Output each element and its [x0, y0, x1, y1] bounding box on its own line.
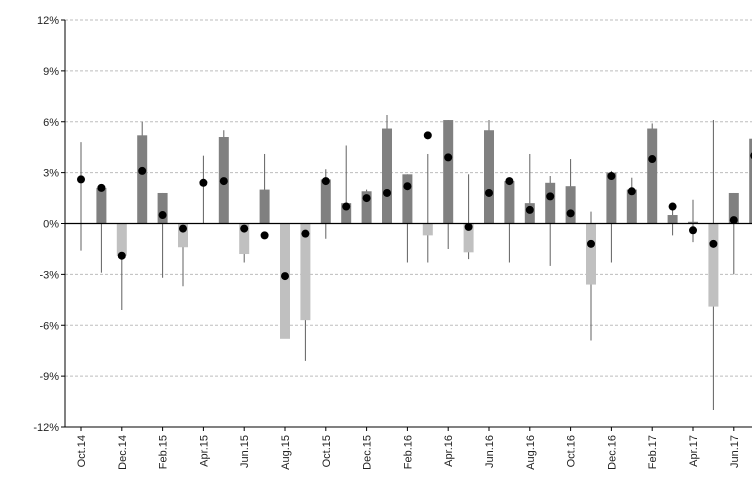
y-tick-label: 9% — [43, 66, 59, 78]
dot-marker — [199, 178, 208, 187]
dot-marker — [505, 177, 514, 186]
bar — [708, 223, 719, 307]
x-tick-label: Aug.15 — [280, 435, 292, 470]
dot-marker — [627, 187, 636, 196]
dot-marker — [423, 131, 432, 140]
x-tick-label: Apr.15 — [198, 435, 210, 467]
bar — [463, 223, 474, 253]
x-tick-label: Jun.17 — [729, 435, 741, 468]
x-tick-label: Dec.15 — [362, 435, 374, 470]
bar — [382, 128, 392, 224]
bar — [259, 189, 270, 224]
x-tick-label: Oct.14 — [76, 435, 88, 467]
bar — [586, 223, 596, 285]
dot-marker — [138, 166, 147, 175]
dot-marker — [729, 216, 738, 225]
dot-marker — [485, 188, 493, 197]
y-tick-label: 0% — [43, 219, 59, 231]
x-tick-label: Aug.16 — [525, 435, 537, 470]
bar — [280, 223, 290, 339]
dot-marker — [444, 153, 453, 162]
dot-marker — [321, 177, 330, 186]
y-tick-label: 6% — [43, 117, 59, 129]
bar — [96, 187, 107, 224]
bar — [626, 189, 637, 224]
x-tick-label: Jun.15 — [239, 435, 251, 468]
bar — [239, 223, 250, 255]
y-tick-label: -3% — [39, 269, 59, 281]
y-tick-label: 12% — [37, 15, 59, 27]
x-tick-label: Oct.16 — [566, 435, 578, 467]
dot-marker — [648, 155, 657, 164]
bar — [728, 192, 739, 224]
bars — [96, 120, 752, 339]
dot-marker — [607, 172, 616, 181]
bar — [504, 181, 515, 224]
dot-marker — [525, 205, 534, 214]
x-tick-label: Feb.17 — [647, 435, 659, 469]
dots — [77, 131, 752, 281]
bar — [667, 215, 678, 224]
bar — [443, 120, 454, 224]
bar — [341, 203, 352, 224]
y-tick-label: -9% — [39, 371, 59, 383]
x-tick-label: Oct.15 — [321, 435, 333, 467]
bar — [116, 223, 127, 256]
y-tick-label: -12% — [33, 422, 59, 434]
dot-marker — [587, 239, 595, 248]
bar — [402, 174, 413, 224]
dot-marker — [219, 177, 228, 186]
dot-marker — [77, 175, 85, 184]
x-tick-label: Apr.17 — [688, 435, 700, 467]
bar — [137, 135, 148, 224]
y-tick-label: -6% — [39, 320, 59, 332]
dot-marker — [546, 192, 555, 201]
y-tick-label: 3% — [43, 168, 59, 180]
dot-marker — [403, 182, 412, 191]
dot-marker — [158, 211, 167, 220]
bar — [606, 172, 617, 224]
bar — [320, 179, 331, 224]
x-tick-label: Jun.16 — [484, 435, 496, 468]
dot-marker — [566, 209, 575, 218]
dot-marker — [97, 183, 106, 192]
x-tick-label: Dec.14 — [117, 435, 129, 470]
x-tick-label: Feb.16 — [402, 435, 414, 469]
dot-marker — [668, 202, 677, 211]
dot-marker — [464, 222, 473, 231]
dot-marker — [260, 231, 269, 240]
bar — [688, 221, 698, 224]
dot-marker — [301, 229, 310, 238]
dot-marker — [342, 202, 351, 211]
dot-marker — [179, 224, 187, 233]
x-tick-label: Dec.16 — [606, 435, 618, 470]
bar — [565, 186, 576, 224]
bar — [749, 138, 752, 224]
bar — [545, 182, 556, 224]
dot-marker — [383, 188, 391, 197]
y-tick-labels: 12% 9% 6% 3% 0% -3% -6% -9% -12% — [33, 15, 59, 434]
x-tick-label: Feb.15 — [158, 435, 170, 469]
dot-marker — [240, 224, 249, 233]
dot-marker — [709, 239, 718, 248]
dot-marker — [117, 251, 126, 260]
bar — [300, 223, 311, 321]
dot-marker — [689, 226, 697, 235]
bar — [647, 128, 658, 224]
bar — [422, 223, 433, 236]
bar — [178, 223, 188, 248]
x-tick-label: Apr.16 — [443, 435, 455, 467]
dot-marker — [281, 272, 289, 281]
bar — [361, 191, 372, 224]
dot-marker — [362, 194, 371, 203]
bar — [157, 192, 168, 224]
bar — [484, 130, 494, 224]
axes — [61, 19, 752, 431]
x-tick-labels: Oct.14 Dec.14 Feb.15 Apr.15 Jun.15 Aug.15 Oct.… — [76, 435, 741, 470]
